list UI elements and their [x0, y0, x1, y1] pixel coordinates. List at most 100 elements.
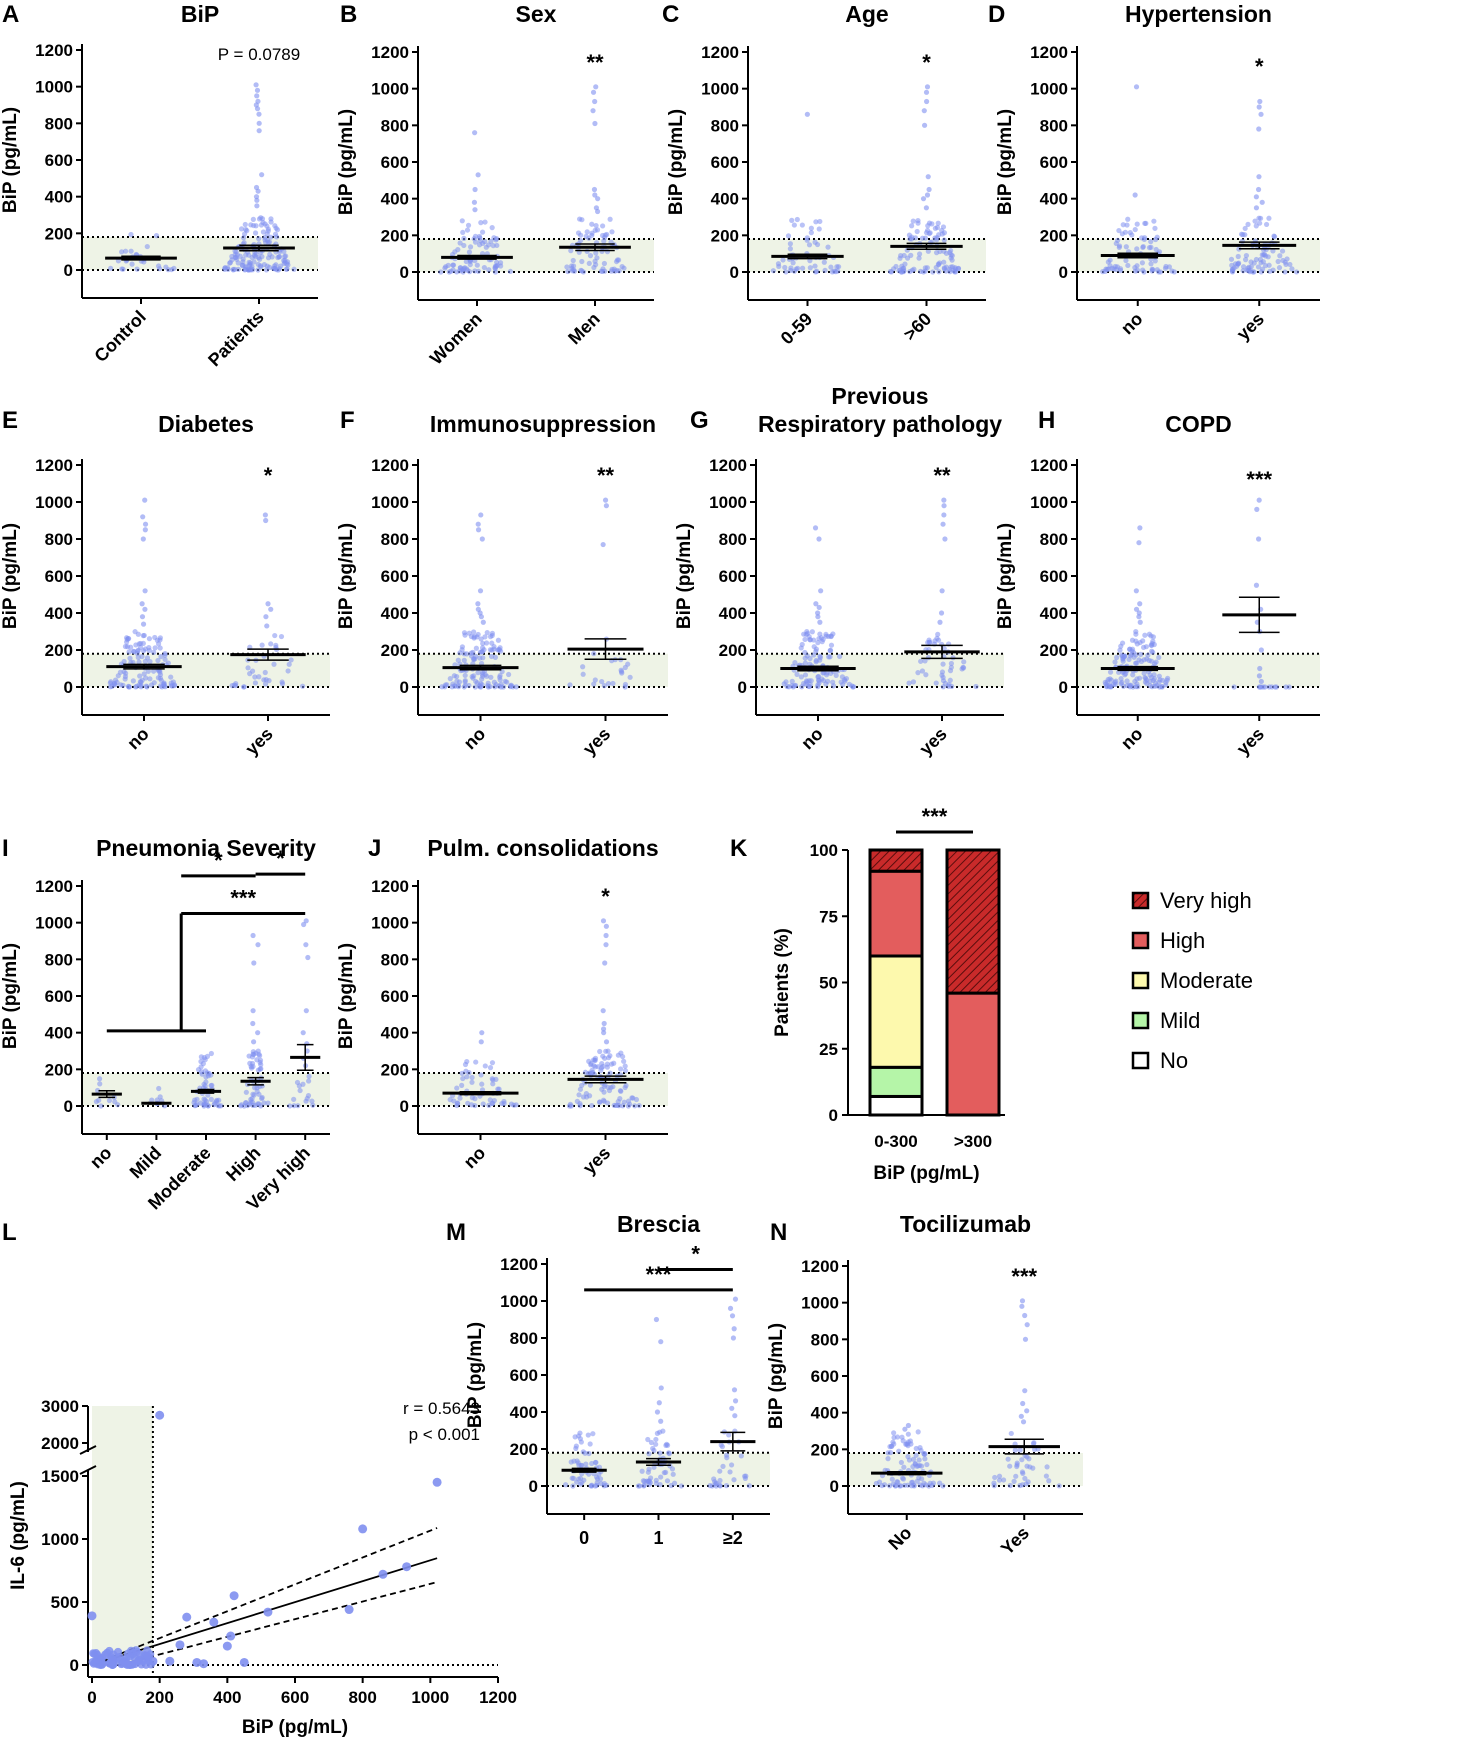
- stacked-segment-very-high: [945, 848, 1001, 995]
- data-point: [846, 681, 852, 687]
- series-yes: [1222, 98, 1300, 275]
- data-point: [1256, 497, 1262, 503]
- data-point: [723, 1483, 730, 1489]
- data-point: [89, 1649, 98, 1658]
- data-point: [806, 242, 813, 248]
- data-point: [657, 1481, 663, 1488]
- chart-title: Pneumonia Severity: [96, 835, 316, 861]
- data-point: [569, 1475, 575, 1481]
- data-point: [930, 269, 936, 275]
- data-point: [901, 268, 907, 274]
- data-point: [464, 227, 471, 233]
- data-point: [250, 216, 256, 222]
- x-tick-label: no: [797, 724, 827, 754]
- data-point: [1044, 1464, 1050, 1470]
- data-point: [567, 682, 573, 688]
- y-tick-label: 0: [829, 1106, 838, 1125]
- data-point: [1127, 646, 1133, 652]
- data-point: [475, 601, 481, 607]
- data-point: [472, 656, 478, 662]
- data-point: [815, 610, 821, 616]
- data-point: [1235, 253, 1241, 260]
- y-tick-label: 1200: [371, 43, 409, 62]
- data-point: [996, 1477, 1003, 1483]
- data-point: [1120, 222, 1126, 228]
- data-point: [507, 268, 514, 275]
- data-point: [1243, 252, 1249, 259]
- data-point: [618, 1088, 624, 1094]
- data-point: [1007, 1463, 1013, 1469]
- data-point: [165, 660, 171, 666]
- data-point: [118, 682, 124, 688]
- data-point: [153, 233, 160, 239]
- data-point: [262, 681, 269, 687]
- data-point: [97, 1660, 106, 1669]
- data-point: [155, 657, 161, 664]
- panel-A: A BiP 0 200 400 600 800 1000 1200 BiP (pg/mL) Cont…: [0, 1, 318, 370]
- data-point: [1018, 1413, 1024, 1419]
- data-point: [273, 642, 279, 648]
- y-axis-label: BiP (pg/mL): [666, 109, 687, 215]
- data-point: [636, 1102, 642, 1109]
- data-point: [601, 683, 607, 689]
- data-point: [936, 261, 942, 268]
- data-point: [256, 674, 262, 680]
- data-point: [600, 1097, 607, 1103]
- data-point: [258, 1103, 264, 1109]
- data-point: [808, 225, 814, 231]
- data-point: [926, 639, 932, 645]
- data-point: [599, 678, 605, 685]
- data-point: [479, 676, 485, 682]
- data-point: [124, 644, 131, 650]
- data-point: [582, 1069, 589, 1075]
- data-point: [727, 1305, 734, 1311]
- data-point: [727, 1469, 733, 1475]
- data-point: [93, 1099, 100, 1105]
- data-point: [204, 1053, 211, 1059]
- data-point: [238, 226, 245, 232]
- data-point: [816, 635, 822, 642]
- data-point: [1169, 268, 1175, 274]
- data-point: [487, 634, 494, 640]
- data-point: [1123, 257, 1129, 264]
- data-point: [936, 269, 942, 275]
- data-point: [1124, 222, 1130, 228]
- data-point: [792, 683, 798, 689]
- data-point: [819, 639, 825, 645]
- data-point: [136, 659, 142, 665]
- data-point: [653, 1441, 659, 1447]
- data-point: [240, 684, 247, 690]
- data-point: [668, 1482, 674, 1489]
- data-point: [492, 269, 499, 275]
- data-point: [344, 1605, 354, 1615]
- data-point: [639, 1468, 645, 1474]
- y-tick-label: 600: [719, 567, 747, 586]
- data-point: [828, 633, 834, 640]
- data-point: [660, 1428, 666, 1434]
- data-point: [590, 1431, 596, 1437]
- data-point: [144, 243, 150, 250]
- data-point: [911, 1483, 917, 1489]
- data-point: [622, 1063, 628, 1069]
- data-point: [1256, 673, 1263, 679]
- data-point: [583, 1091, 589, 1097]
- data-point: [284, 266, 290, 272]
- data-point: [450, 681, 456, 687]
- data-point: [255, 267, 261, 273]
- data-point: [1270, 248, 1276, 254]
- data-point: [809, 629, 815, 635]
- data-point: [731, 1477, 737, 1483]
- data-point: [1139, 260, 1145, 266]
- data-point: [480, 1101, 486, 1107]
- data-point: [732, 1296, 739, 1302]
- data-point: [147, 676, 153, 682]
- data-point: [1257, 684, 1263, 690]
- data-point: [259, 642, 265, 648]
- data-point: [260, 229, 267, 235]
- data-point: [902, 1482, 908, 1488]
- data-point: [1152, 683, 1158, 689]
- data-point: [265, 1100, 271, 1106]
- data-point: [607, 1070, 613, 1076]
- data-point: [577, 1430, 583, 1436]
- data-point: [580, 1449, 586, 1455]
